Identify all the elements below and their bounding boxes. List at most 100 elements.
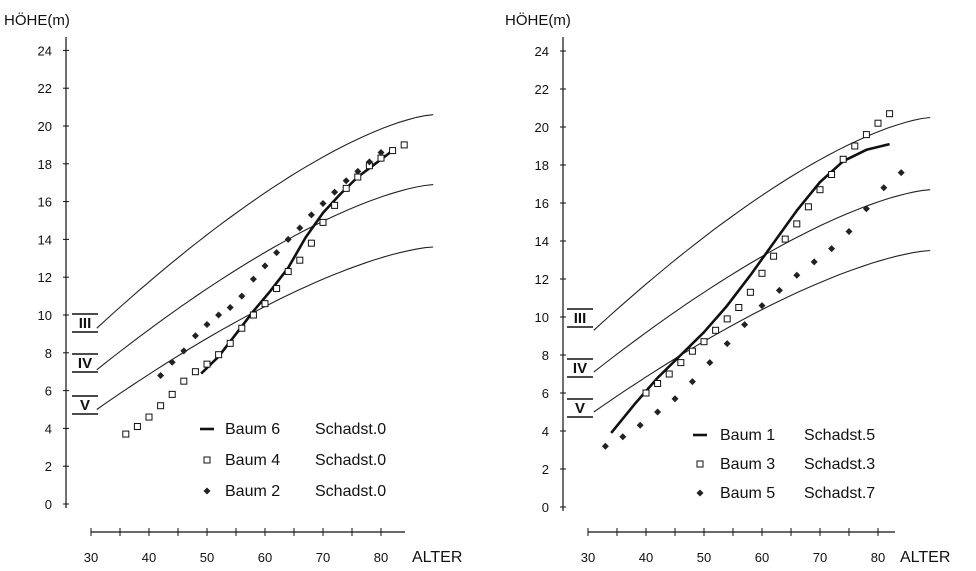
x-tick-label: 30 <box>581 550 595 565</box>
diamond-point <box>296 224 304 232</box>
diamond-point <box>636 421 644 429</box>
y-tick-label: 14 <box>535 234 549 249</box>
diamond-point <box>688 378 696 386</box>
square-point <box>133 423 141 431</box>
diamond-point <box>331 188 339 196</box>
diamond-point <box>157 371 165 379</box>
site-class-label: III <box>79 315 92 332</box>
x-tick-label: 40 <box>142 550 156 565</box>
diamond-point <box>601 442 609 450</box>
legend: Baum 6 Schadst.0 Baum 4 Schadst.0 Baum 2 Scha… <box>200 421 386 500</box>
diamond-point <box>377 148 385 156</box>
y-tick-label: 8 <box>45 346 52 361</box>
square-point <box>215 351 223 359</box>
square-point <box>816 186 824 194</box>
diamond-point <box>619 433 627 441</box>
square-point <box>249 311 257 319</box>
diamond-point <box>215 311 223 319</box>
square-point <box>874 119 882 127</box>
square-point <box>389 147 397 155</box>
series-baum-5 <box>601 169 905 450</box>
square-point <box>770 252 778 260</box>
y-tick-label: 20 <box>38 119 52 134</box>
square-point <box>839 155 847 163</box>
diamond-point <box>758 302 766 310</box>
legend-diamond-icon <box>696 489 704 497</box>
y-tick-label: 14 <box>38 232 52 247</box>
series-line <box>610 142 890 434</box>
square-point <box>261 300 269 308</box>
site-class-curve-iii <box>593 116 931 331</box>
diamond-point <box>284 235 292 243</box>
legend-square-icon <box>203 456 211 464</box>
diamond-point <box>654 408 662 416</box>
diamond-point <box>365 158 373 166</box>
y-axis-label: HÖHE(m) <box>4 11 70 29</box>
series-baum-4 <box>122 141 408 438</box>
site-class-curve-iv <box>96 184 434 371</box>
square-point <box>793 220 801 228</box>
legend-damage-class: Schadst.0 <box>315 452 386 469</box>
site-class-curve-iii <box>96 114 434 329</box>
diamond-point <box>273 249 281 257</box>
square-point <box>319 218 327 226</box>
diamond-point <box>775 286 783 294</box>
series-baum-1 <box>610 142 890 434</box>
square-point <box>723 315 731 323</box>
x-tick-label: 80 <box>374 550 388 565</box>
legend-series-name: Baum 2 <box>225 483 280 500</box>
diamond-point <box>793 271 801 279</box>
site-class-curve-v <box>593 249 931 413</box>
square-point <box>886 110 894 118</box>
diamond-point <box>354 167 362 175</box>
square-point <box>665 370 673 378</box>
square-point <box>307 239 315 247</box>
square-point <box>273 285 281 293</box>
legend-series-name: Baum 3 <box>720 456 775 473</box>
legend-damage-class: Schadst.0 <box>315 483 386 500</box>
square-point <box>781 235 789 243</box>
square-point <box>700 338 708 346</box>
diamond-point <box>238 292 246 300</box>
legend-series-name: Baum 1 <box>720 427 775 444</box>
legend-damage-class: Schadst.3 <box>804 456 875 473</box>
square-point <box>354 173 362 181</box>
y-tick-label: 4 <box>45 421 52 436</box>
square-point <box>712 326 720 334</box>
square-point <box>377 154 385 162</box>
square-point <box>203 360 211 368</box>
series-baum-2 <box>157 148 385 379</box>
square-point <box>168 390 176 398</box>
square-point <box>642 389 650 397</box>
y-tick-label: 6 <box>542 386 549 401</box>
square-point <box>688 347 696 355</box>
x-tick-label: 50 <box>200 550 214 565</box>
y-tick-label: 20 <box>535 120 549 135</box>
diamond-point <box>180 347 188 355</box>
square-point <box>238 324 246 332</box>
legend-series-name: Baum 4 <box>225 452 280 469</box>
square-point <box>145 413 153 421</box>
square-point <box>851 142 859 150</box>
y-tick-label: 10 <box>535 310 549 325</box>
y-tick-label: 12 <box>535 272 549 287</box>
diamond-point <box>706 359 714 367</box>
legend-damage-class: Schadst.5 <box>804 427 875 444</box>
y-tick-label: 22 <box>535 82 549 97</box>
square-point <box>180 377 188 385</box>
y-axis-label: HÖHE(m) <box>505 11 571 29</box>
x-axis-label: ALTER <box>412 549 462 566</box>
x-tick-label: 40 <box>639 550 653 565</box>
x-tick-label: 30 <box>84 550 98 565</box>
square-point <box>654 380 662 387</box>
square-point <box>284 268 292 276</box>
diamond-point <box>723 340 731 348</box>
y-tick-label: 8 <box>542 348 549 363</box>
square-point <box>342 184 350 192</box>
y-tick-label: 10 <box>38 308 52 323</box>
y-tick-label: 0 <box>45 497 52 512</box>
site-class-label: IV <box>573 360 587 377</box>
diamond-point <box>741 321 749 329</box>
y-tick-label: 22 <box>38 81 52 96</box>
